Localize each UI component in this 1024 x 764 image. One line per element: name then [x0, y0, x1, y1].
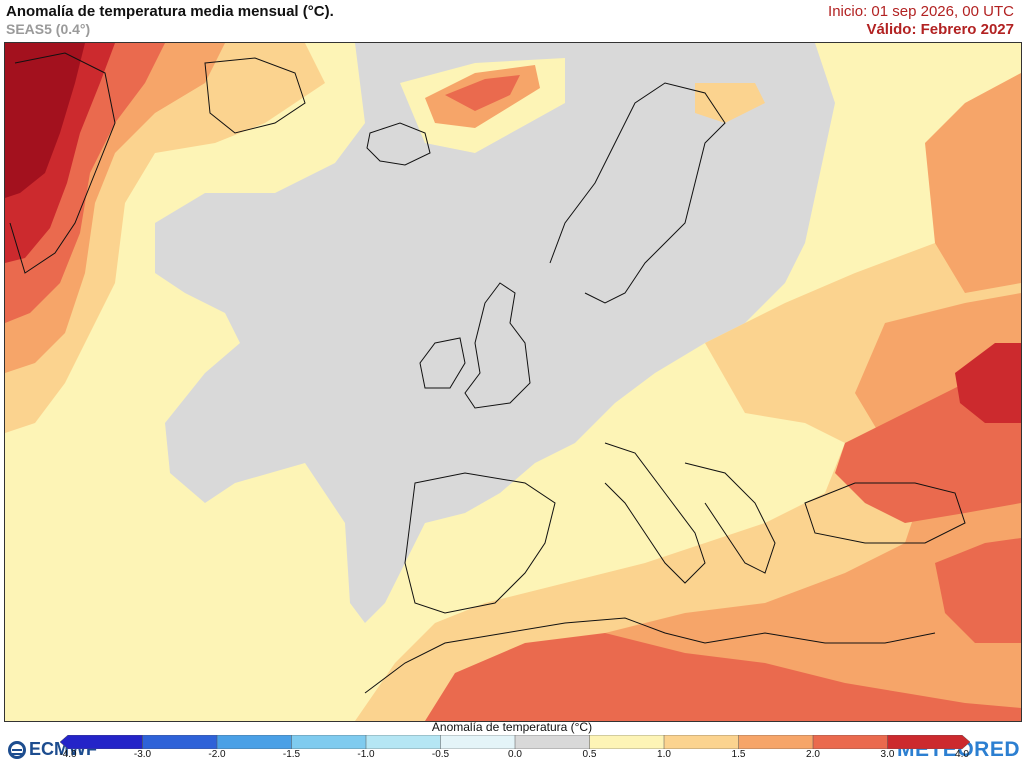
- coast-ireland: [419, 337, 466, 389]
- colorbar-segment: [291, 735, 367, 749]
- coast-uk: [464, 282, 531, 409]
- coast-greenland: [9, 52, 116, 274]
- colorbar-segment: [440, 735, 516, 749]
- coast-italy: [604, 442, 706, 584]
- colorbar-ticks: -4.0 -3.0 -2.0 -1.5 -1.0 -0.5 0.0 0.5 1.0 1.5 2.0 3…: [0, 749, 1024, 763]
- colorbar-tick-label: -1.0: [357, 749, 375, 760]
- colorbar-tick-label: 2.0: [806, 749, 820, 760]
- colorbar-segment: [514, 735, 591, 749]
- coast-turkey: [804, 482, 966, 544]
- colorbar-tick-label: -2.0: [208, 749, 226, 760]
- model-subtitle: SEAS5 (0.4°): [6, 21, 91, 37]
- colorbar-tick-label: -0.5: [431, 749, 450, 760]
- colorbar-segment: [365, 735, 442, 749]
- coast-iceland: [366, 122, 431, 166]
- anomaly-neutral-zone: [155, 43, 835, 623]
- colorbar-tick-label: -1.5: [282, 749, 301, 760]
- anomaly-east-1-5: [525, 293, 1021, 721]
- colorbar-segment: [812, 735, 889, 749]
- colorbar-segment: [589, 735, 665, 749]
- coast-scandinavia: [549, 82, 726, 304]
- map-canvas: [5, 43, 1021, 721]
- colorbar-tick-label: 1.0: [657, 749, 671, 760]
- init-date: Inicio: 01 sep 2026, 00 UTC: [828, 3, 1014, 20]
- temperature-anomaly-map: [4, 42, 1022, 722]
- colorbar-tick-label: 4.0: [955, 749, 969, 760]
- anomaly-east-3-0: [955, 343, 1021, 423]
- colorbar: [60, 735, 970, 749]
- anomaly-warm-north-hot: [445, 75, 520, 111]
- colorbar-tick-label: 1.5: [731, 749, 746, 760]
- ecmwf-logo-icon: [8, 740, 26, 759]
- anomaly-levant-2-0: [935, 538, 1021, 643]
- coast-iberia: [404, 472, 556, 614]
- colorbar-segment: [216, 735, 293, 749]
- valid-date: Válido: Febrero 2027: [866, 21, 1014, 38]
- anomaly-africa-2-0: [425, 633, 1021, 721]
- colorbar-tick-label: 3.0: [880, 749, 895, 760]
- colorbar-segment: [738, 735, 814, 749]
- colorbar-tick-label: -3.0: [133, 749, 152, 760]
- anomaly-greenland-4-0: [5, 43, 85, 198]
- anomaly-northeast-1-5: [925, 73, 1021, 293]
- coastlines: [9, 52, 966, 694]
- colorbar-tick-label: 0.0: [508, 749, 522, 760]
- legend-title: Anomalía de temperatura (°C): [431, 720, 593, 734]
- coast-greenland-east: [204, 57, 306, 134]
- colorbar-tick-label: -4.0: [59, 749, 77, 760]
- colorbar-segment: [142, 735, 218, 749]
- map-title: Anomalía de temperatura media mensual (°…: [6, 3, 334, 20]
- anomaly-warm-kola: [695, 83, 765, 123]
- colorbar-segment: [60, 735, 143, 749]
- colorbar-segment: [887, 735, 970, 749]
- colorbar-segment: [663, 735, 740, 749]
- coast-north-africa: [364, 617, 936, 694]
- colorbar-tick-label: 0.5: [582, 749, 597, 760]
- coast-balkans: [684, 462, 776, 574]
